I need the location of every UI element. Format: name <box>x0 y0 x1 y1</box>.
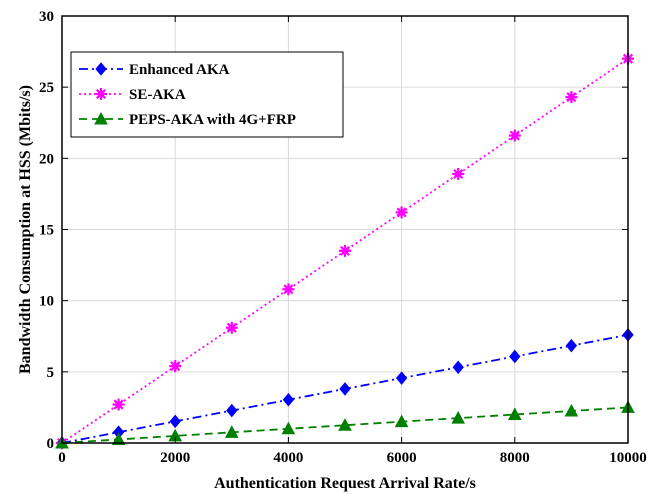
data-point <box>169 360 182 373</box>
y-tick-label: 0 <box>47 436 55 452</box>
data-point <box>281 421 296 435</box>
data-point <box>507 407 522 421</box>
data-point <box>339 244 351 257</box>
data-point <box>509 349 521 364</box>
data-point <box>226 403 238 418</box>
data-point <box>225 321 238 334</box>
data-point <box>339 382 351 396</box>
y-tick-label: 30 <box>39 9 54 25</box>
star-ray <box>113 399 124 410</box>
y-tick-label: 25 <box>39 80 54 96</box>
legend-entry: Enhanced AKA <box>79 62 230 78</box>
y-tick-label: 20 <box>39 151 54 167</box>
legend-entry: PEPS-AKA with 4G+FRP <box>79 111 296 128</box>
data-point <box>395 371 408 385</box>
x-tick-label: 8000 <box>500 450 530 466</box>
x-axis-label: Authentication Request Arrival Rate/s <box>214 475 476 492</box>
star-ray <box>283 284 294 295</box>
data-point <box>395 206 408 219</box>
data-point <box>224 425 239 438</box>
y-tick-label: 5 <box>47 365 55 381</box>
legend-entry: SE-AKA <box>79 87 186 103</box>
data-point <box>282 283 295 296</box>
data-point <box>338 418 352 431</box>
legend-marker <box>95 62 107 76</box>
x-tick-label: 6000 <box>387 450 417 466</box>
y-tick-label: 15 <box>39 223 54 239</box>
star-ray <box>339 245 351 256</box>
data-point <box>565 338 578 353</box>
star-ray <box>396 207 407 218</box>
series-0 <box>56 328 634 450</box>
legend-label: PEPS-AKA with 4G+FRP <box>129 112 296 128</box>
star-ray <box>566 92 577 103</box>
data-point <box>564 403 579 417</box>
star-ray <box>509 130 520 141</box>
x-tick-label: 4000 <box>273 450 303 466</box>
series-line <box>61 57 629 444</box>
data-point <box>282 392 295 407</box>
legend-marker <box>94 111 108 125</box>
data-point <box>565 91 578 104</box>
data-point <box>452 360 464 375</box>
legend-label: Enhanced AKA <box>129 62 230 78</box>
series-line <box>61 406 629 444</box>
legend-marker <box>95 88 107 100</box>
data-point <box>111 432 126 445</box>
star-ray <box>95 88 107 100</box>
star-ray <box>226 322 237 333</box>
y-axis-label: Bandwidth Consumption at HSS (Mbits/s) <box>17 85 34 374</box>
data-point <box>112 398 125 411</box>
data-point <box>394 414 409 428</box>
x-tick-label: 2000 <box>160 450 190 466</box>
series-2 <box>55 400 635 449</box>
star-ray <box>170 361 181 372</box>
y-tick-label: 10 <box>39 294 54 310</box>
series-group <box>55 52 635 450</box>
data-point <box>452 167 465 180</box>
data-point <box>451 411 466 424</box>
star-ray <box>453 168 464 180</box>
legend-label: SE-AKA <box>129 87 186 103</box>
x-tick-label: 10000 <box>609 450 647 466</box>
legend: Enhanced AKA SE-AKA PEPS-AKA with 4G+FRP <box>70 51 344 138</box>
tick-group: 0 2000 4000 6000 8000 10000 0 5 10 15 20 25 30 <box>39 9 647 466</box>
data-point <box>508 129 521 142</box>
x-tick-label: 0 <box>58 450 66 466</box>
legend-box <box>70 51 344 138</box>
data-point <box>169 414 181 429</box>
